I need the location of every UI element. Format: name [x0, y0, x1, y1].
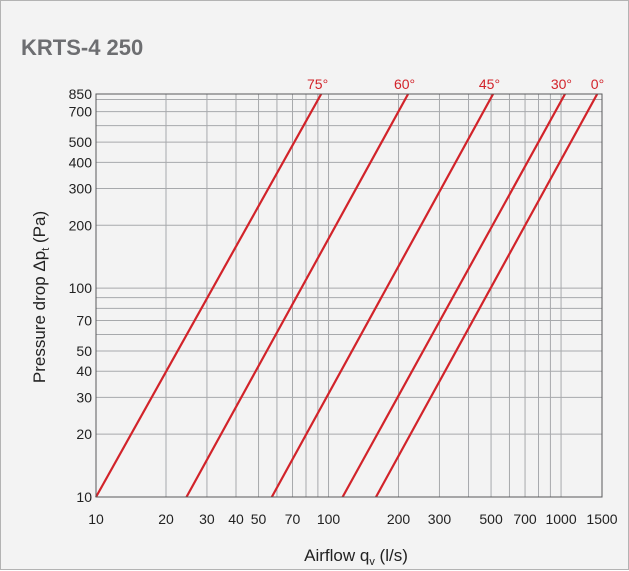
x-tick-label: 700: [513, 511, 537, 527]
curve-30-deg: [341, 93, 566, 498]
x-tick-label: 300: [428, 511, 452, 527]
curve-label-30-deg: 30°: [551, 76, 572, 92]
x-tick-label: 10: [88, 511, 104, 527]
y-tick-label: 200: [69, 217, 93, 233]
curve-45-deg: [270, 93, 495, 498]
curve-labels: 75° 60° 45° 30° 0°: [307, 76, 604, 92]
y-tick-label: 70: [76, 312, 92, 328]
x-axis-label: Airflow qv (l/s): [304, 546, 408, 568]
x-tick-label: 100: [317, 511, 341, 527]
x-tick-label: 500: [479, 511, 503, 527]
x-tick-label: 70: [285, 511, 301, 527]
plot-border: [95, 93, 603, 498]
y-tick-label: 50: [76, 343, 92, 359]
curve-label-0-deg: 0°: [591, 76, 604, 92]
y-tick-label: 300: [69, 180, 93, 196]
curve-0-deg: [375, 93, 599, 498]
y-tick-label: 20: [76, 426, 92, 442]
y-tick-label: 100: [69, 280, 93, 296]
y-tick-label: 30: [76, 389, 92, 405]
y-tick-label: 850: [69, 86, 93, 102]
y-tick-label: 40: [76, 363, 92, 379]
x-tick-label: 40: [228, 511, 244, 527]
curve-75-deg: [95, 93, 323, 498]
grid: [95, 93, 603, 498]
pressure-curves: [95, 93, 599, 498]
y-axis-label: Pressure drop Δpt (Pa): [30, 211, 52, 383]
chart-title: KRTS-4 250: [21, 35, 143, 60]
x-tick-label: 1500: [586, 511, 617, 527]
y-tick-labels: 10 20 30 40 50 70 100 200 300 400 500 700 850: [69, 86, 93, 505]
x-tick-label: 20: [158, 511, 174, 527]
y-tick-label: 500: [69, 134, 93, 150]
y-tick-label: 700: [69, 104, 93, 120]
x-tick-label: 50: [251, 511, 267, 527]
curve-label-75-deg: 75°: [307, 76, 328, 92]
y-tick-label: 10: [76, 489, 92, 505]
x-tick-label: 30: [199, 511, 215, 527]
curve-60-deg: [185, 93, 410, 498]
y-tick-label: 400: [69, 154, 93, 170]
x-tick-label: 200: [387, 511, 411, 527]
curve-label-45-deg: 45°: [479, 76, 500, 92]
x-tick-labels: 10 20 30 40 50 70 100 200 300 500 700 1000 1500: [88, 511, 618, 527]
curve-label-60-deg: 60°: [394, 76, 415, 92]
x-tick-label: 1000: [545, 511, 576, 527]
